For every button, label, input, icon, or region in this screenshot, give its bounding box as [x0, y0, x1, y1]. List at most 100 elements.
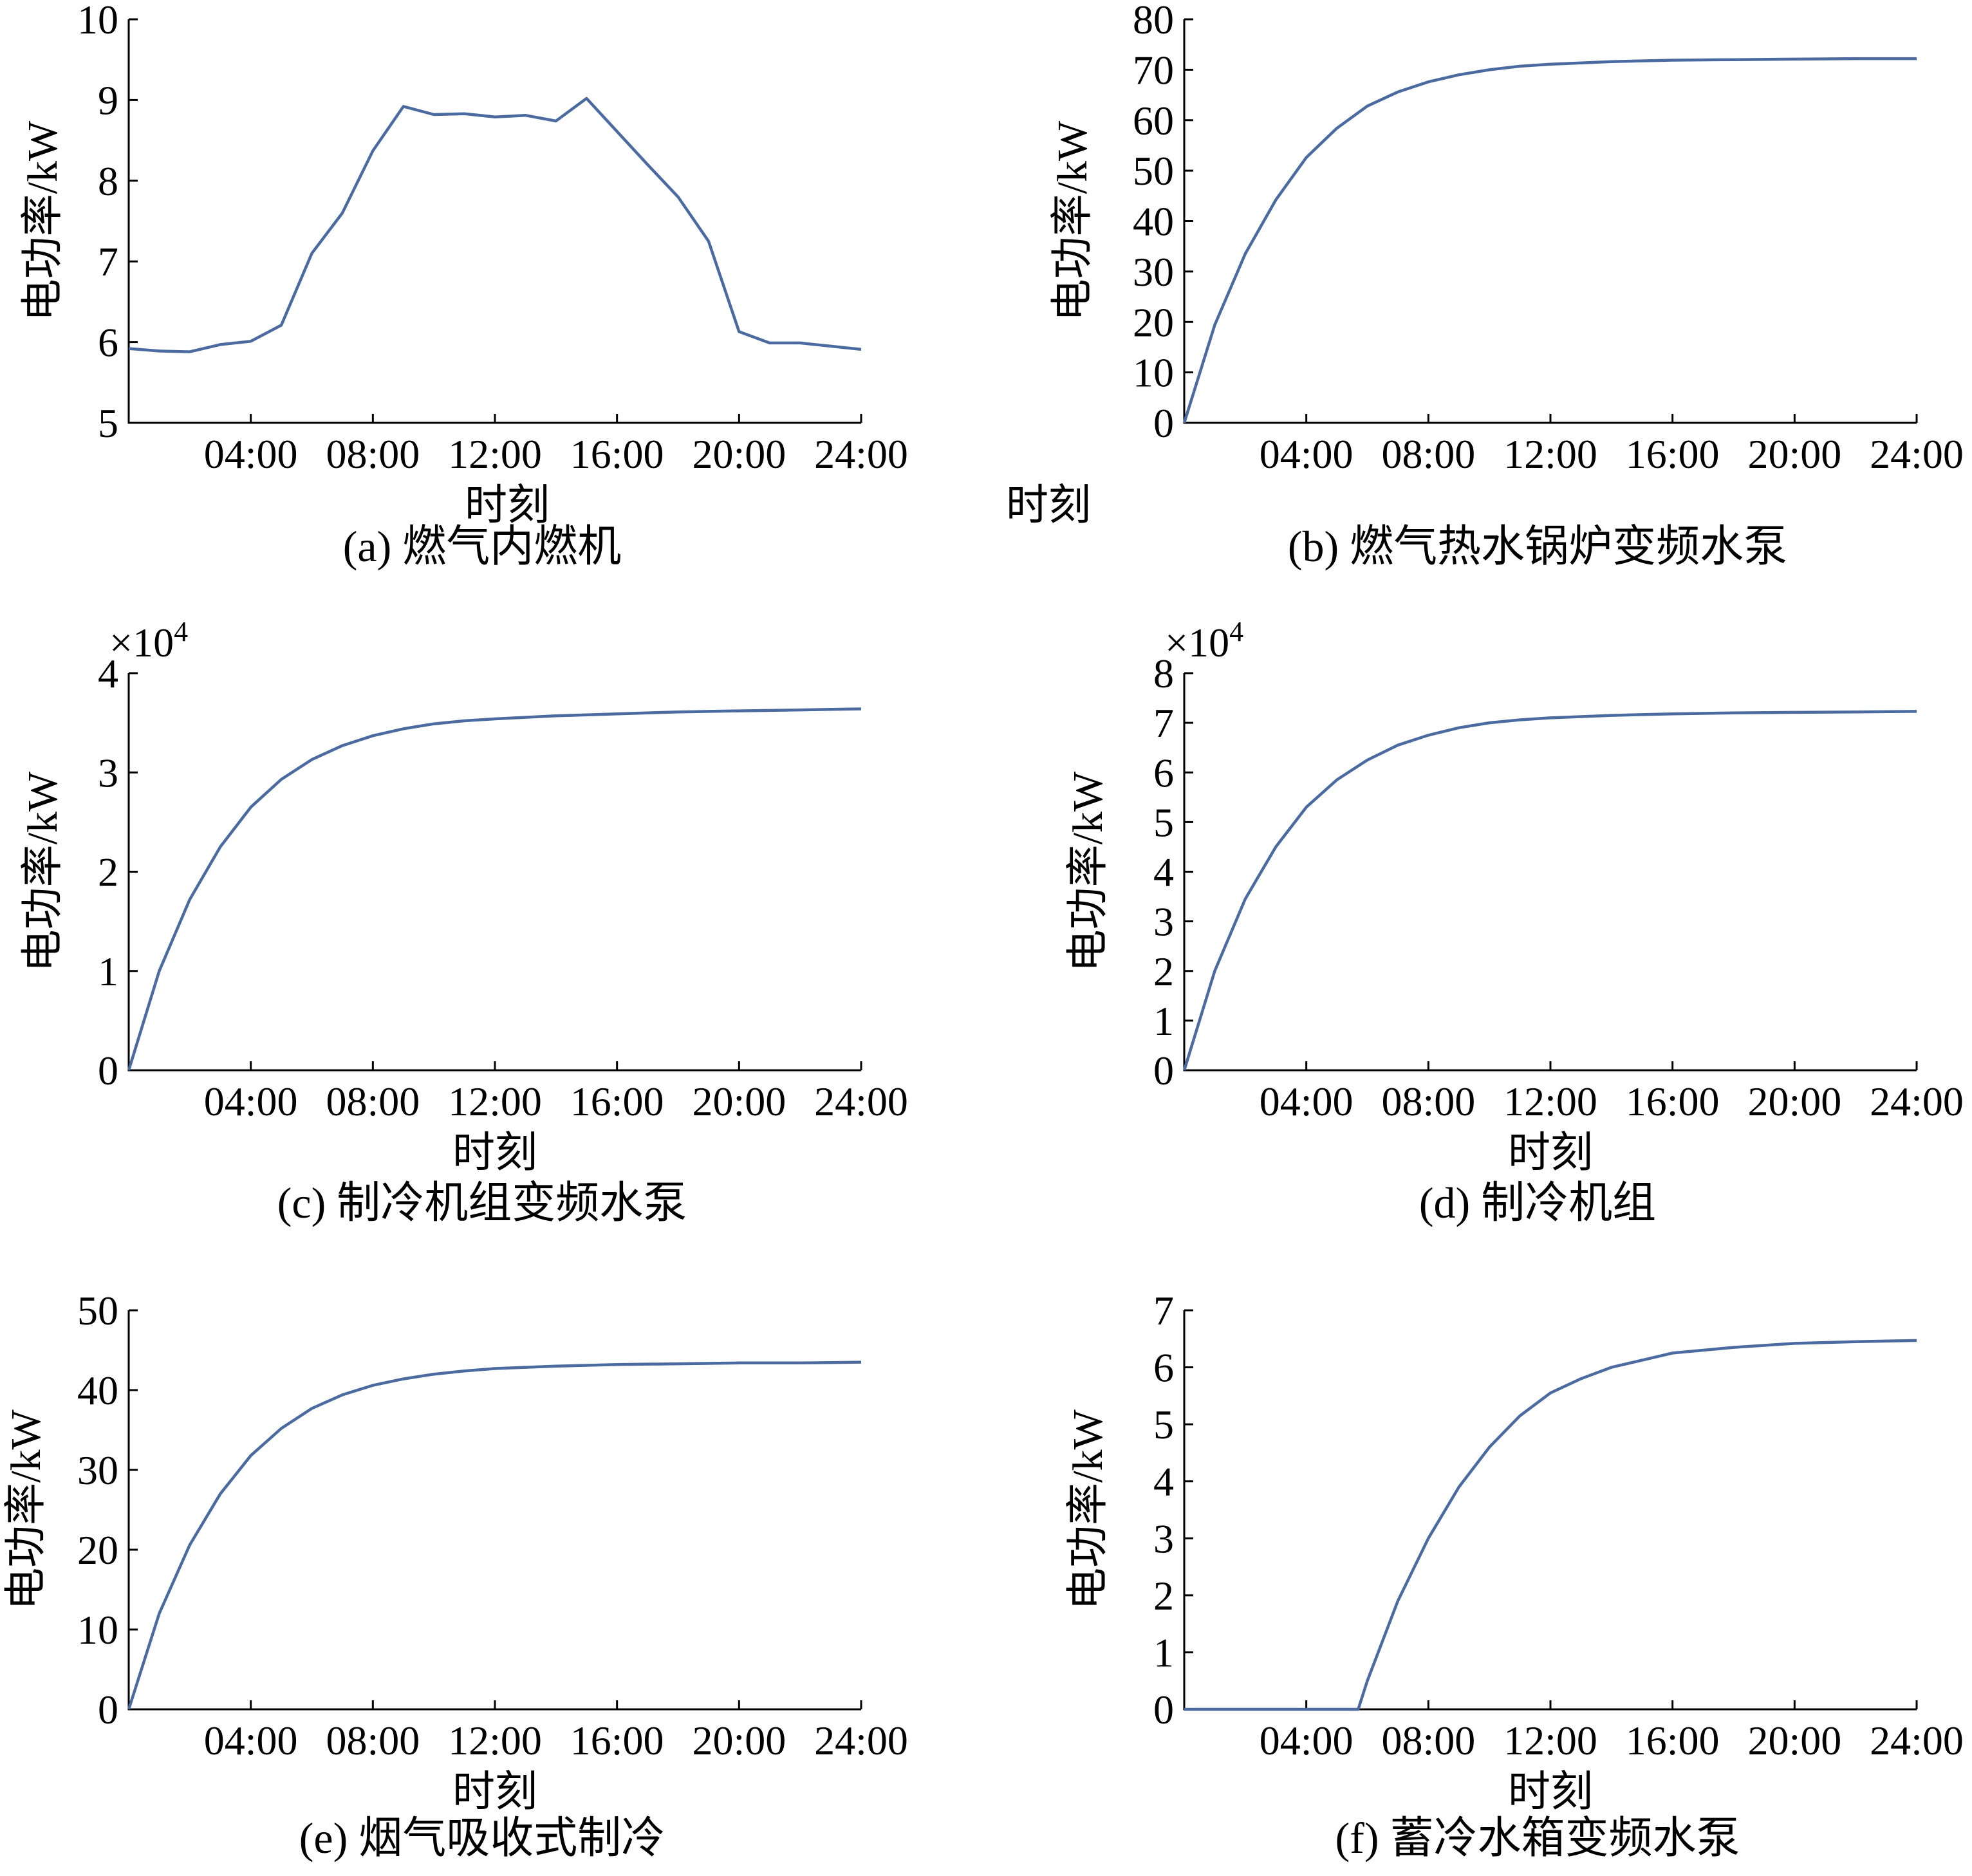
chart-panel-a: 5 6 7 8 9 10 04:00 08:00 12:00 16:00 20:00 24:00 电功率… — [19, 0, 908, 571]
y-tick-label: 20 — [1133, 299, 1174, 345]
y-tick-label: 0 — [1153, 1687, 1174, 1732]
y-tick-label: 4 — [1153, 1459, 1174, 1505]
y-tick-label: 5 — [98, 400, 118, 446]
series-line-f-0 — [1184, 1339, 1917, 1711]
y-tick-label: 3 — [98, 750, 118, 795]
x-tick-label: 20:00 — [1747, 1079, 1841, 1124]
x-tick-label: 24:00 — [814, 431, 908, 477]
y-tick-label: 30 — [77, 1447, 118, 1493]
x-tick-label: 24:00 — [814, 1079, 908, 1124]
x-tick-label: 16:00 — [570, 1079, 664, 1124]
x-tick-label: 20:00 — [692, 1718, 786, 1763]
x-tick-label: 20:00 — [692, 1079, 786, 1124]
y-tick-label: 1 — [1153, 998, 1174, 1044]
y-tick-label: 4 — [98, 651, 118, 696]
y-tick-label: 2 — [1153, 949, 1174, 994]
y-tick-label: 80 — [1133, 0, 1174, 42]
x-tick-label: 12:00 — [448, 1079, 542, 1124]
y-multiplier: ×104 — [1165, 616, 1243, 665]
x-tick-label: 04:00 — [1260, 1079, 1353, 1124]
y-tick-label: 6 — [1153, 750, 1174, 795]
x-tick-label: 04:00 — [204, 1718, 298, 1763]
axes-spine — [127, 673, 861, 1072]
y-tick-label: 10 — [77, 0, 118, 42]
x-axis-label: 时刻 — [452, 1129, 537, 1176]
y-tick-label: 7 — [98, 239, 118, 284]
y-axis-label: 电功率/kW — [19, 120, 66, 321]
y-tick-label: 10 — [77, 1607, 118, 1653]
x-tick-label: 08:00 — [326, 1718, 420, 1763]
y-tick-label: 5 — [1153, 1402, 1174, 1447]
y-tick-label: 70 — [1133, 47, 1174, 93]
y-axis-label: 电功率/kW — [1065, 771, 1112, 972]
x-tick-label: 20:00 — [1747, 431, 1841, 477]
y-tick-label: 3 — [1153, 899, 1174, 945]
series-line-c-0 — [127, 707, 862, 1071]
x-tick-label: 16:00 — [1626, 431, 1720, 477]
x-tick-label: 12:00 — [1503, 1718, 1597, 1763]
chart-caption: (c) 制冷机组变频水泵 — [277, 1178, 687, 1227]
y-axis-label: 电功率/kW — [1049, 120, 1096, 321]
y-tick-label: 0 — [1153, 400, 1174, 446]
y-tick-label: 1 — [98, 949, 118, 994]
axes-spine — [1183, 19, 1917, 424]
y-tick-label: 30 — [1133, 249, 1174, 295]
axes-spine — [127, 19, 861, 424]
y-tick-label: 7 — [1153, 700, 1174, 746]
x-tick-label: 04:00 — [1260, 1718, 1353, 1763]
x-tick-label: 24:00 — [1870, 1718, 1964, 1763]
x-axis-label: 时刻 — [1508, 1769, 1593, 1816]
y-tick-label: 60 — [1133, 98, 1174, 144]
y-tick-label: 10 — [1133, 350, 1174, 396]
y-tick-label: 50 — [1133, 148, 1174, 194]
y-tick-label: 2 — [98, 850, 118, 895]
x-tick-label: 24:00 — [814, 1718, 908, 1763]
chart-panel-e: 0 10 20 30 40 50 04:00 08:00 12:00 16:00 20:00 24:0… — [3, 1288, 908, 1862]
x-tick-label: 08:00 — [1381, 431, 1475, 477]
x-tick-label: 08:00 — [326, 1079, 420, 1124]
chart-caption: (e) 烟气吸收式制冷 — [299, 1814, 665, 1862]
series-line-e-0 — [127, 1361, 862, 1710]
x-tick-label: 16:00 — [570, 431, 664, 477]
series-line-a-0 — [128, 97, 862, 353]
axes-spine — [1183, 1310, 1917, 1711]
y-tick-label: 9 — [98, 77, 118, 123]
y-tick-label: 6 — [1153, 1345, 1174, 1391]
x-tick-label: 20:00 — [1747, 1718, 1841, 1763]
x-tick-label: 12:00 — [448, 431, 542, 477]
y-tick-label: 4 — [1153, 850, 1174, 895]
x-tick-label: 24:00 — [1870, 1079, 1964, 1124]
series-line-d-0 — [1182, 710, 1917, 1071]
x-tick-label: 08:00 — [1381, 1718, 1475, 1763]
x-tick-label: 12:00 — [448, 1718, 542, 1763]
x-tick-label: 08:00 — [326, 431, 420, 477]
x-axis-label: 时刻 — [452, 1769, 537, 1816]
x-tick-label: 20:00 — [692, 431, 786, 477]
x-tick-label: 04:00 — [204, 1079, 298, 1124]
chart-caption: (a) 燃气内燃机 — [343, 522, 621, 571]
axes-spine — [127, 1310, 861, 1711]
x-tick-label: 04:00 — [204, 431, 298, 477]
y-tick-label: 0 — [98, 1048, 118, 1093]
x-tick-label: 08:00 — [1381, 1079, 1475, 1124]
y-tick-label: 40 — [1133, 199, 1174, 245]
x-tick-label: 04:00 — [1260, 431, 1353, 477]
chart-caption: (d) 制冷机组 — [1419, 1178, 1656, 1227]
x-tick-label: 12:00 — [1503, 1079, 1597, 1124]
y-tick-label: 8 — [98, 158, 118, 204]
x-tick-label: 12:00 — [1503, 431, 1597, 477]
y-tick-label: 0 — [1153, 1048, 1174, 1093]
y-axis-label: 电功率/kW — [3, 1409, 50, 1610]
y-tick-label: 8 — [1153, 651, 1174, 696]
series-line-b-0 — [1182, 57, 1917, 423]
axes-spine — [1183, 673, 1917, 1072]
y-tick-label: 20 — [77, 1527, 118, 1573]
x-tick-label: 16:00 — [1626, 1079, 1720, 1124]
chart-caption: (b) 燃气热水锅炉变频水泵 — [1288, 522, 1787, 571]
x-axis-label: 时刻 — [1006, 482, 1091, 529]
y-axis-label: 电功率/kW — [19, 771, 66, 972]
chart-panel-f: 0 1 2 3 4 5 6 7 04:00 08:00 12:00 16:00 20:00 24:00 电功… — [1065, 1288, 1964, 1862]
